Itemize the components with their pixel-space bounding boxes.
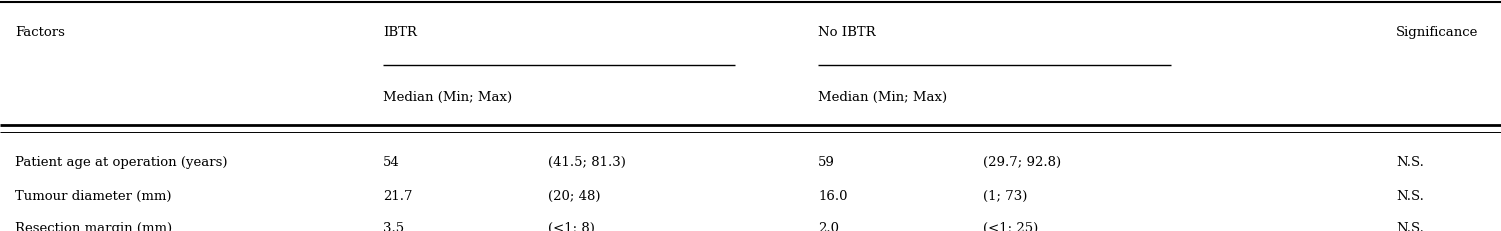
Text: 16.0: 16.0 (818, 190, 848, 203)
Text: Factors: Factors (15, 26, 65, 39)
Text: 54: 54 (383, 156, 399, 169)
Text: N.S.: N.S. (1396, 156, 1424, 169)
Text: (<1; 25): (<1; 25) (983, 222, 1039, 231)
Text: Significance: Significance (1396, 26, 1478, 39)
Text: (29.7; 92.8): (29.7; 92.8) (983, 156, 1061, 169)
Text: Median (Min; Max): Median (Min; Max) (818, 91, 947, 103)
Text: (1; 73): (1; 73) (983, 190, 1028, 203)
Text: 2.0: 2.0 (818, 222, 839, 231)
Text: 3.5: 3.5 (383, 222, 404, 231)
Text: N.S.: N.S. (1396, 190, 1424, 203)
Text: N.S.: N.S. (1396, 222, 1424, 231)
Text: (20; 48): (20; 48) (548, 190, 600, 203)
Text: Median (Min; Max): Median (Min; Max) (383, 91, 512, 103)
Text: Patient age at operation (years): Patient age at operation (years) (15, 156, 228, 169)
Text: Resection margin (mm): Resection margin (mm) (15, 222, 173, 231)
Text: (<1; 8): (<1; 8) (548, 222, 594, 231)
Text: Tumour diameter (mm): Tumour diameter (mm) (15, 190, 171, 203)
Text: IBTR: IBTR (383, 26, 417, 39)
Text: No IBTR: No IBTR (818, 26, 875, 39)
Text: 21.7: 21.7 (383, 190, 413, 203)
Text: 59: 59 (818, 156, 835, 169)
Text: (41.5; 81.3): (41.5; 81.3) (548, 156, 626, 169)
